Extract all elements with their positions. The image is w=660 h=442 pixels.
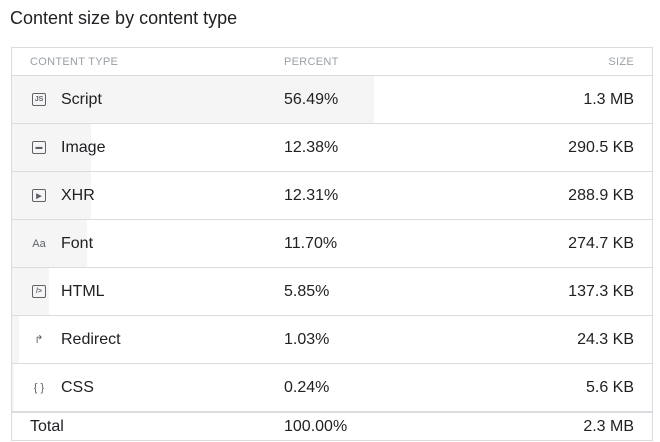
percent-value: 0.24% — [284, 378, 330, 396]
image-icon: ▬ — [30, 139, 48, 157]
content-type-cell: Aa Font — [12, 235, 284, 253]
table-row[interactable]: JS Script 56.49% 1.3 MB — [12, 75, 652, 123]
size-value: 24.3 KB — [577, 330, 634, 348]
percent-bar — [12, 364, 14, 411]
script-icon: JS — [30, 91, 48, 109]
content-type-label: Script — [61, 90, 102, 108]
percent-value: 11.70% — [284, 234, 338, 252]
content-type-label: Image — [61, 138, 106, 156]
percent-value: 12.31% — [284, 186, 339, 204]
percent-bar — [12, 76, 374, 123]
percent-bar — [12, 268, 50, 315]
section-title: Content size by content type — [10, 8, 238, 28]
content-type-label: Font — [61, 234, 94, 252]
percent-value: 5.85% — [284, 282, 330, 300]
content-type-cell: { } CSS — [12, 379, 284, 397]
content-type-table: CONTENT TYPE PERCENT SIZE JS Script 56.49… — [11, 47, 653, 441]
table-row[interactable]: ▶ XHR 12.31% 288.9 KB — [12, 171, 652, 219]
table-row[interactable]: ↱ Redirect 1.03% 24.3 KB — [12, 315, 652, 363]
redirect-icon: ↱ — [34, 334, 44, 346]
size-value: 137.3 KB — [568, 282, 634, 300]
percent-bar — [12, 172, 91, 219]
total-size: 2.3 MB — [583, 417, 634, 435]
table-row[interactable]: ▬ Image 12.38% 290.5 KB — [12, 123, 652, 171]
percent-value: 56.49% — [284, 90, 339, 108]
content-type-cell: JS Script — [12, 91, 284, 109]
content-type-label: Redirect — [61, 330, 121, 348]
percent-bar — [12, 316, 19, 363]
size-value: 290.5 KB — [568, 138, 634, 156]
xhr-icon: ▶ — [30, 187, 48, 205]
content-type-label: CSS — [61, 378, 94, 396]
total-label: Total — [30, 417, 64, 435]
percent-bar — [12, 124, 92, 171]
content-type-label: HTML — [61, 282, 105, 300]
html-icon: /> — [30, 283, 48, 301]
font-icon: Aa — [32, 237, 46, 250]
table-row[interactable]: /> HTML 5.85% 137.3 KB — [12, 267, 652, 315]
css-icon: { } — [33, 381, 45, 394]
percent-value: 1.03% — [284, 330, 330, 348]
size-value: 274.7 KB — [568, 234, 634, 252]
percent-value: 12.38% — [284, 138, 339, 156]
column-header-percent[interactable]: PERCENT — [284, 55, 339, 68]
content-type-label: XHR — [61, 186, 95, 204]
size-value: 288.9 KB — [568, 186, 634, 204]
total-row: Total 100.00% 2.3 MB — [12, 411, 652, 440]
table-row[interactable]: Aa Font 11.70% 274.7 KB — [12, 219, 652, 267]
content-type-cell: ↱ Redirect — [12, 331, 284, 349]
content-type-cell: ▬ Image — [12, 139, 284, 157]
content-type-cell: ▶ XHR — [12, 187, 284, 205]
total-percent: 100.00% — [284, 417, 348, 435]
table-row[interactable]: { } CSS 0.24% 5.6 KB — [12, 363, 652, 411]
column-header-type[interactable]: CONTENT TYPE — [30, 55, 119, 68]
size-value: 1.3 MB — [583, 90, 634, 108]
percent-bar — [12, 220, 87, 267]
content-type-cell: /> HTML — [12, 283, 284, 301]
column-header-size[interactable]: SIZE — [608, 55, 634, 68]
size-value: 5.6 KB — [585, 378, 634, 396]
table-header: CONTENT TYPE PERCENT SIZE — [12, 48, 652, 75]
